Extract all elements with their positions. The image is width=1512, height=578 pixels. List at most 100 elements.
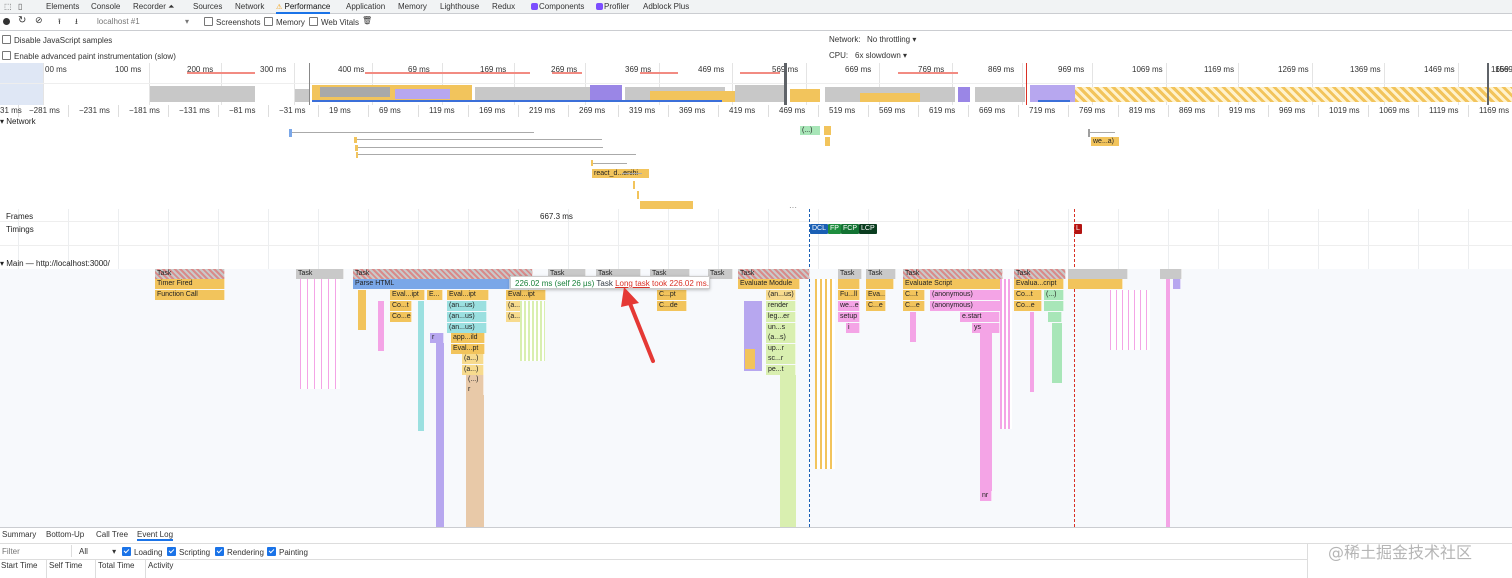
screenshots-checkbox[interactable]: Screenshots — [204, 17, 260, 27]
column-self-time[interactable]: Self Time — [49, 561, 83, 570]
compile-block[interactable]: Co...t — [1014, 290, 1042, 300]
tab-elements[interactable]: Elements — [46, 2, 80, 11]
upload-icon[interactable]: ⭱ — [58, 17, 61, 26]
task-block[interactable]: Task — [1014, 269, 1066, 279]
compile-block[interactable]: C...e — [866, 301, 886, 311]
anonymous-block[interactable]: (a...) — [462, 354, 484, 364]
timing-dcl[interactable]: DCL — [810, 224, 829, 234]
tab-memory[interactable]: Memory — [398, 2, 427, 11]
profile-select[interactable]: localhost #1 ▾ — [97, 17, 192, 26]
eval-block[interactable]: Eva...ipt — [866, 290, 886, 300]
compile-block[interactable]: Co...t — [390, 301, 412, 311]
tab-recorder[interactable]: Recorder ⏶ — [133, 2, 175, 11]
unmount-block[interactable]: un...s — [766, 323, 796, 333]
task-block[interactable]: Task — [296, 269, 344, 279]
tab-adblock-plus[interactable]: Adblock Plus — [643, 2, 690, 11]
setup-block[interactable]: setup — [838, 312, 860, 322]
resize-handle[interactable]: ··· — [789, 203, 797, 210]
network-request-web[interactable]: we...a) — [1091, 137, 1119, 146]
timeline-overview[interactable]: 00 ms 100 ms 200 ms 300 ms 400 ms 69 ms 169 ms… — [0, 63, 1512, 106]
flame-chart[interactable]: Frames 667.3 ms Timings DCL FP FCP LCP L… — [0, 209, 1512, 527]
network-request[interactable] — [289, 129, 292, 137]
anonymous-block[interactable]: (a...) — [462, 365, 484, 375]
anonymous-block[interactable]: (an...us) — [447, 312, 487, 322]
compile-block[interactable]: C...e — [903, 301, 925, 311]
column-start-time[interactable]: Start Time — [1, 561, 38, 570]
evaluate-script-block[interactable]: Evaluate Script — [903, 279, 1003, 289]
timing-fp[interactable]: FP — [828, 224, 841, 234]
anonymous-block[interactable]: (...) — [466, 375, 484, 385]
app-build-block[interactable]: app...ild — [451, 333, 485, 343]
tab-components[interactable]: Components — [531, 1, 584, 12]
timing-fcp[interactable]: FCP — [841, 224, 859, 234]
tab-event-log[interactable]: Event Log — [137, 530, 174, 541]
render-block[interactable]: render — [766, 301, 796, 311]
perform-block[interactable]: pe...t — [766, 365, 796, 375]
compile-block[interactable]: Co...e — [390, 312, 412, 322]
timings-track-header[interactable]: Timings — [6, 225, 34, 234]
task-block[interactable]: Task — [650, 269, 690, 279]
loading-checkbox[interactable]: Loading — [122, 547, 162, 557]
r-block[interactable]: r — [430, 333, 444, 343]
tab-console[interactable]: Console — [91, 2, 121, 11]
i-block[interactable]: i — [846, 323, 860, 333]
task-block[interactable]: Task — [708, 269, 733, 279]
evaluate-script-block[interactable]: Evalua...cript — [1014, 279, 1064, 289]
device-toolbar-icon[interactable]: ▯ — [18, 2, 23, 11]
network-track-header[interactable]: ▾ Network — [0, 117, 36, 126]
tab-call-tree[interactable]: Call Tree — [96, 530, 129, 539]
task-block[interactable]: Task — [548, 269, 586, 279]
scripting-checkbox[interactable]: Scripting — [167, 547, 210, 557]
tab-sources[interactable]: Sources — [193, 2, 223, 11]
inspect-element-icon[interactable]: ⬚ — [4, 2, 12, 11]
network-request-bundle[interactable]: (...) — [800, 126, 820, 135]
compile-block[interactable]: Co...e — [1014, 301, 1042, 311]
reload-record-icon[interactable]: ↻ — [18, 15, 27, 26]
record-icon[interactable] — [3, 18, 10, 25]
update-block[interactable]: up...r — [766, 344, 796, 354]
evaluate-module-block[interactable]: Evaluate Module — [738, 279, 800, 289]
disable-js-samples-checkbox[interactable]: Disable JavaScript samples — [2, 35, 112, 45]
compile-block[interactable]: C...t — [903, 290, 925, 300]
network-request[interactable] — [354, 137, 357, 143]
network-request[interactable] — [356, 152, 358, 158]
wrapper-block[interactable]: we...e — [838, 301, 860, 311]
compile-block[interactable]: C...pt — [657, 290, 687, 300]
eval-block[interactable]: E... — [427, 290, 443, 300]
cpu-throttle-select[interactable]: 6x slowdown ▾ — [855, 51, 907, 60]
network-request[interactable] — [640, 201, 693, 209]
tab-lighthouse[interactable]: Lighthouse — [440, 2, 480, 11]
rendering-checkbox[interactable]: Rendering — [215, 547, 264, 557]
web-vitals-checkbox[interactable]: Web Vitals — [309, 17, 359, 27]
column-total-time[interactable]: Total Time — [98, 561, 135, 570]
timing-load[interactable]: L — [1074, 224, 1082, 234]
schedule-block[interactable]: sc...r — [766, 354, 796, 364]
anonymous-block[interactable]: (...) — [1044, 290, 1064, 300]
filter-input[interactable] — [0, 545, 72, 557]
anonymous-block[interactable]: (an...us) — [447, 323, 487, 333]
start-block[interactable]: e.start — [960, 312, 1000, 322]
frame-duration[interactable]: 667.3 ms — [540, 212, 573, 221]
timer-fired-block[interactable]: Timer Fired — [155, 279, 225, 289]
main-thread-header[interactable]: ▾ Main — http://localhost:3000/ — [0, 259, 110, 268]
clear-icon[interactable]: ⊘ — [35, 15, 43, 25]
long-task-link[interactable]: Long task — [615, 279, 650, 288]
r-block[interactable]: r — [466, 385, 484, 395]
tab-performance[interactable]: ⚠ Performance — [276, 1, 331, 14]
eval-script-block[interactable]: Eval...ipt — [390, 290, 425, 300]
timing-lcp[interactable]: LCP — [859, 224, 877, 234]
memory-checkbox[interactable]: Memory — [264, 17, 305, 27]
nr-block[interactable]: nr — [980, 491, 992, 501]
compile-block[interactable]: C...de — [657, 301, 687, 311]
function-call-block[interactable]: Function Call — [155, 290, 225, 300]
network-request[interactable] — [355, 145, 358, 151]
function-block[interactable]: Fu...ll — [838, 290, 860, 300]
category-select[interactable]: All ▾ — [79, 547, 116, 556]
column-activity[interactable]: Activity — [148, 561, 174, 570]
tab-bottom-up[interactable]: Bottom-Up — [46, 530, 85, 539]
task-block[interactable]: Task — [596, 269, 641, 279]
task-block[interactable]: Task — [738, 269, 810, 279]
tab-application[interactable]: Application — [346, 2, 386, 11]
tab-redux[interactable]: Redux — [492, 2, 516, 11]
task-block[interactable]: Task — [866, 269, 896, 279]
